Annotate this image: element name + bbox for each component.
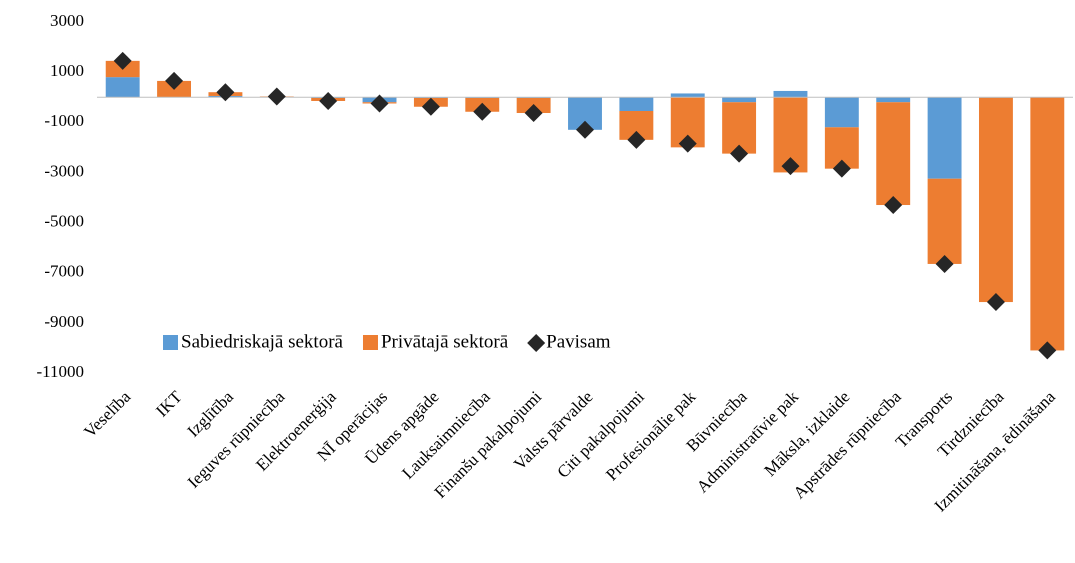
total-marker xyxy=(216,83,235,102)
x-tick-label: Veselība xyxy=(80,387,134,441)
bar xyxy=(927,178,962,264)
legend-label: Pavisam xyxy=(546,331,611,352)
y-tick-label: -11000 xyxy=(36,362,84,381)
legend-marker xyxy=(527,334,546,352)
total-marker xyxy=(267,87,286,106)
bar xyxy=(1030,97,1065,351)
legend: Sabiedriskajā sektorā Privātajā sektorā Pa… xyxy=(163,331,611,352)
x-tick-label: Profesionālie pak xyxy=(602,387,700,485)
y-tick-label: -5000 xyxy=(44,211,84,230)
x-tick-label: IKT xyxy=(152,387,186,421)
total-marker xyxy=(781,157,800,176)
bar xyxy=(670,93,705,98)
bar xyxy=(105,77,140,98)
bar xyxy=(876,102,911,206)
total-marker xyxy=(370,94,389,113)
total-marker xyxy=(421,97,440,116)
total-marker xyxy=(113,51,132,70)
total-marker xyxy=(832,159,851,178)
bar xyxy=(619,97,654,112)
y-tick-label: 1000 xyxy=(50,61,84,80)
bar xyxy=(722,97,757,103)
y-tick-label: -3000 xyxy=(44,161,84,180)
y-tick-label: -1000 xyxy=(44,111,84,130)
bar xyxy=(978,97,1013,303)
total-marker xyxy=(678,134,697,153)
legend-label: Privātajā sektorā xyxy=(381,331,509,352)
total-marker xyxy=(884,196,903,215)
y-tick-label: -7000 xyxy=(44,262,84,281)
bar xyxy=(773,90,808,98)
x-tick-label: Lauksaimniecība xyxy=(398,387,494,483)
bar xyxy=(927,97,962,179)
total-marker xyxy=(576,120,594,139)
total-marker xyxy=(730,144,749,163)
total-marker xyxy=(473,102,492,121)
legend-label: Sabiedriskajā sektorā xyxy=(181,331,344,352)
legend-swatch xyxy=(362,335,378,350)
total-marker xyxy=(627,130,646,149)
total-marker xyxy=(319,91,338,110)
total-marker xyxy=(986,293,1005,312)
y-tick-label: 3000 xyxy=(50,11,84,30)
y-tick-label: -9000 xyxy=(44,312,84,331)
x-tick-label: Citi pakalpojumi xyxy=(553,387,648,482)
total-marker xyxy=(1038,341,1057,360)
total-marker xyxy=(165,71,184,90)
total-marker xyxy=(935,254,954,273)
bar xyxy=(824,97,859,128)
legend-swatch xyxy=(163,335,178,350)
total-marker xyxy=(524,104,543,123)
bar xyxy=(876,97,911,103)
